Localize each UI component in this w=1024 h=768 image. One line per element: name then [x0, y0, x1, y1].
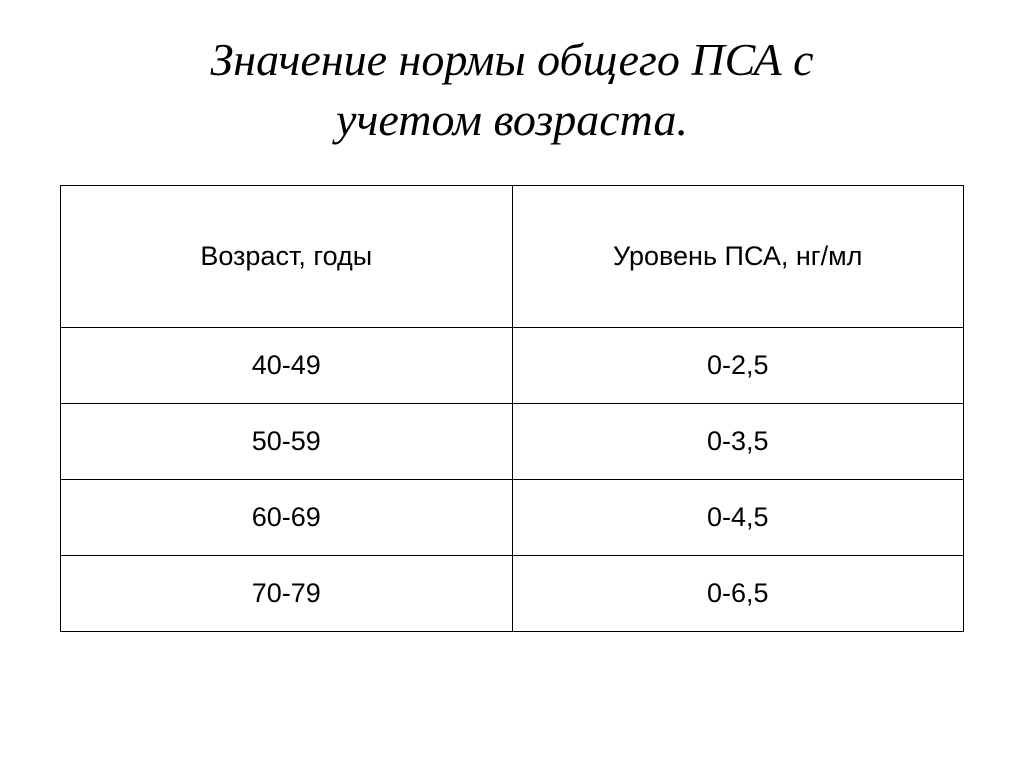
table-row: 60-69 0-4,5: [61, 479, 964, 555]
table-row: 50-59 0-3,5: [61, 403, 964, 479]
table-row: 70-79 0-6,5: [61, 555, 964, 631]
table-header-row: Возраст, годы Уровень ПСА, нг/мл: [61, 185, 964, 327]
cell-psa: 0-6,5: [512, 555, 964, 631]
title-line-2: учетом возраста.: [336, 94, 688, 145]
table-row: 40-49 0-2,5: [61, 327, 964, 403]
cell-age: 70-79: [61, 555, 513, 631]
page-title: Значение нормы общего ПСА с учетом возра…: [210, 30, 813, 150]
cell-age: 40-49: [61, 327, 513, 403]
psa-norms-table: Возраст, годы Уровень ПСА, нг/мл 40-49 0…: [60, 185, 964, 632]
cell-psa: 0-4,5: [512, 479, 964, 555]
cell-age: 60-69: [61, 479, 513, 555]
cell-age: 50-59: [61, 403, 513, 479]
title-line-1: Значение нормы общего ПСА с: [210, 34, 813, 85]
col-header-age: Возраст, годы: [61, 185, 513, 327]
col-header-psa: Уровень ПСА, нг/мл: [512, 185, 964, 327]
cell-psa: 0-2,5: [512, 327, 964, 403]
cell-psa: 0-3,5: [512, 403, 964, 479]
